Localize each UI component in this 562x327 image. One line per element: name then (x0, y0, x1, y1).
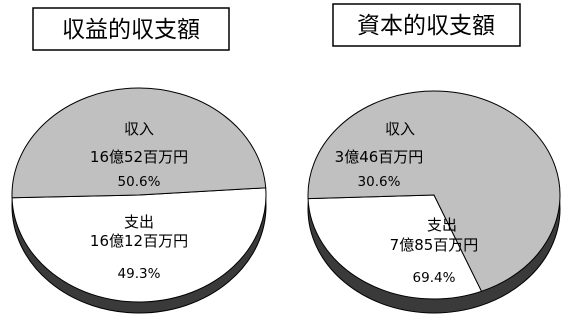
pie-slice-expense (11, 87, 267, 199)
pie-slice-income (307, 194, 483, 300)
slice-percent-income: 30.6% (358, 174, 401, 190)
pie-chart-revenue: 収益的収支額 収入 16億52百万円 50.6% 支出 16億12百万円 49.… (11, 7, 267, 314)
pie-slice-income (11, 187, 267, 303)
slice-amount-income: 3億46百万円 (335, 148, 424, 166)
slice-percent-expense: 69.4% (413, 270, 456, 286)
chart-title: 収益的収支額 (62, 17, 200, 43)
slice-percent-expense: 49.3% (118, 266, 161, 282)
title-frame (32, 7, 230, 51)
title-frame (332, 3, 521, 47)
slice-amount-income: 16億52百万円 (90, 148, 188, 166)
pie-slice-expense (307, 90, 561, 292)
pie-chart-capital: 資本的収支額 収入 3億46百万円 30.6% 支出 7億85百万円 69.4% (307, 3, 561, 314)
slice-amount-expense: 7億85百万円 (390, 236, 479, 254)
slice-label-income: 収入 (124, 120, 154, 138)
slice-label-income: 収入 (385, 120, 415, 138)
slice-amount-expense: 16億12百万円 (90, 232, 188, 250)
slice-percent-income: 50.6% (118, 174, 161, 190)
slice-label-expense: 支出 (124, 213, 154, 231)
chart-title: 資本的収支額 (357, 13, 495, 39)
slice-label-expense: 支出 (427, 216, 457, 234)
